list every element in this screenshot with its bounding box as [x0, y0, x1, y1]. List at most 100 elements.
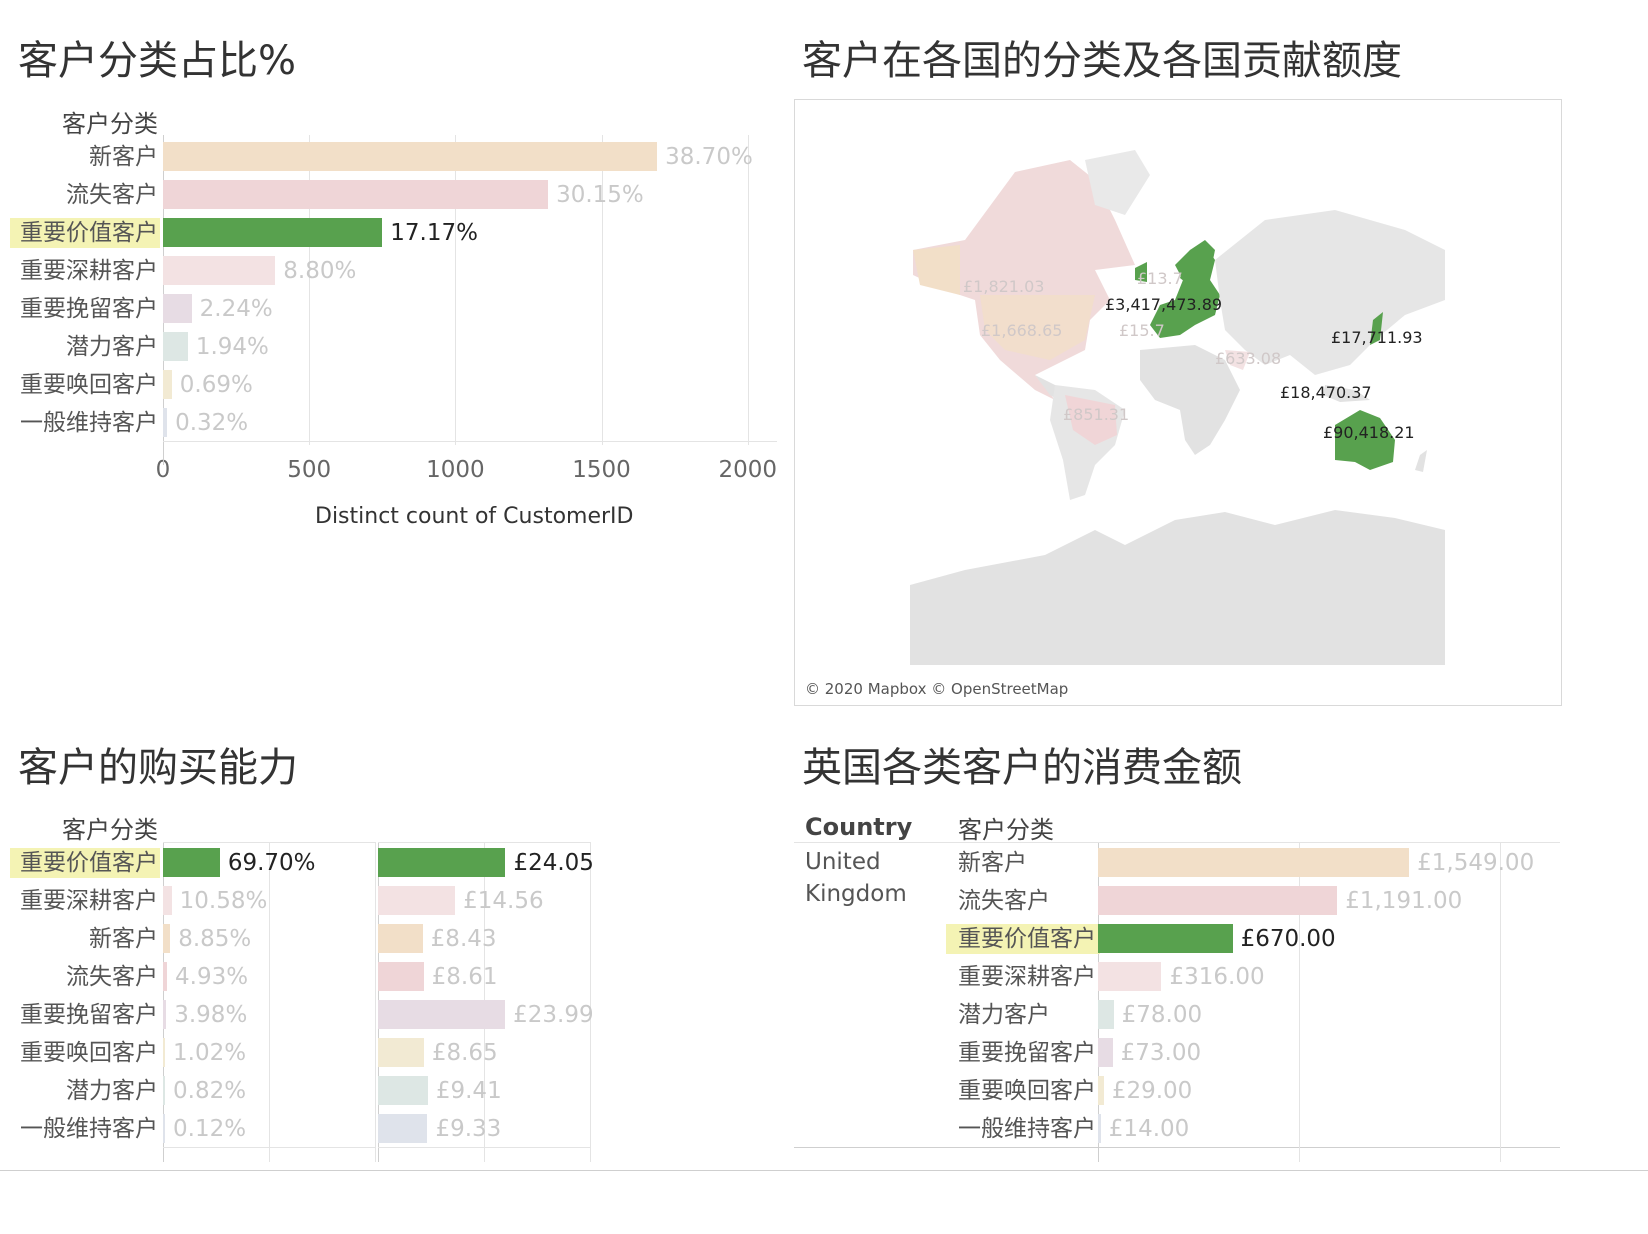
pct-category-label[interactable]: 重要深耕客户: [20, 258, 158, 284]
buy-category-label[interactable]: 重要深耕客户: [20, 888, 158, 914]
buy-bar[interactable]: [378, 962, 424, 991]
map-label-faded-b: £15.7: [1119, 321, 1165, 340]
uk-category-label[interactable]: 重要价值客户: [946, 924, 1100, 954]
uk-category-label[interactable]: 重要挽留客户: [958, 1040, 1096, 1066]
alaska-shape: [913, 245, 960, 295]
buy-value-label: £9.41: [435, 1078, 502, 1104]
uk-bar[interactable]: [1098, 886, 1338, 915]
pct-bar[interactable]: [163, 408, 168, 437]
buy-value-label: 4.93%: [175, 964, 249, 990]
buy-category-label[interactable]: 重要唤回客户: [20, 1040, 158, 1066]
pct-category-label[interactable]: 新客户: [89, 144, 158, 170]
pct-value-label: 0.32%: [175, 410, 249, 436]
pct-x-axis-title: Distinct count of CustomerID: [315, 504, 634, 529]
buy-bar[interactable]: [378, 924, 423, 953]
buy-bar[interactable]: [163, 1076, 165, 1105]
buy-pane-top: [378, 842, 590, 843]
pct-gridline: [601, 135, 603, 445]
map-label-layer: £3,417,473.89 £17,711.93 £18,470.37 £90,…: [963, 269, 1423, 442]
buy-bar[interactable]: [378, 1038, 424, 1067]
buy-value-label: £24.05: [513, 850, 594, 876]
pct-category-label[interactable]: 重要价值客户: [10, 218, 160, 248]
pct-category-label[interactable]: 重要挽留客户: [20, 296, 158, 322]
uk-chart-title: 英国各类客户的消费金额: [802, 745, 1242, 791]
buy-value-label: 0.82%: [173, 1078, 247, 1104]
buy-bar[interactable]: [378, 848, 506, 877]
buy-category-label[interactable]: 重要挽留客户: [20, 1002, 158, 1028]
uk-value-label: £670.00: [1240, 926, 1336, 952]
buy-category-label[interactable]: 一般维持客户: [20, 1116, 158, 1142]
pct-bar[interactable]: [163, 142, 658, 171]
uk-category-label[interactable]: 重要深耕客户: [958, 964, 1096, 990]
pct-tick-label: 500: [287, 457, 332, 483]
uk-bar[interactable]: [1098, 924, 1233, 953]
uk-category-label[interactable]: 潜力客户: [958, 1002, 1050, 1028]
pct-category-label[interactable]: 一般维持客户: [20, 410, 158, 436]
uk-value-label: £316.00: [1169, 964, 1265, 990]
pct-category-label[interactable]: 流失客户: [66, 182, 158, 208]
map-label-faded-a: £13.7: [1137, 269, 1183, 288]
buy-bar[interactable]: [378, 1114, 428, 1143]
buy-value-label: £23.99: [513, 1002, 594, 1028]
buy-bar[interactable]: [163, 848, 220, 877]
uk-bar[interactable]: [1098, 1076, 1104, 1105]
pct-bar[interactable]: [163, 180, 549, 209]
uk-bar[interactable]: [1098, 1000, 1114, 1029]
pct-value-label: 1.94%: [195, 334, 269, 360]
buy-value-label: £14.56: [463, 888, 544, 914]
buy-pane-bottom: [378, 1147, 590, 1148]
uk-category-label[interactable]: 重要唤回客户: [958, 1078, 1096, 1104]
australia-shape: [1335, 410, 1395, 470]
map-label-europe: £3,417,473.89: [1105, 295, 1222, 314]
world-map[interactable]: £3,417,473.89 £17,711.93 £18,470.37 £90,…: [794, 99, 1562, 706]
buy-category-label[interactable]: 新客户: [89, 926, 158, 952]
pct-bar[interactable]: [163, 218, 383, 247]
brazil-shape: [1065, 395, 1117, 445]
buy-chart-title: 客户的购买能力: [18, 745, 298, 791]
pct-category-label[interactable]: 潜力客户: [66, 334, 158, 360]
pct-tick-label: 2000: [718, 457, 778, 483]
buy-bar[interactable]: [378, 1000, 506, 1029]
uk-shape: [1135, 262, 1147, 282]
buy-category-label[interactable]: 重要价值客户: [10, 848, 160, 878]
pct-bar[interactable]: [163, 294, 192, 323]
pct-bar[interactable]: [163, 256, 276, 285]
map-label-australia: £90,418.21: [1323, 423, 1415, 442]
buy-bar[interactable]: [163, 1038, 165, 1067]
map-label-usa: £1,668.65: [981, 321, 1062, 340]
buy-bar[interactable]: [163, 962, 168, 991]
uk-category-label[interactable]: 一般维持客户: [958, 1116, 1096, 1142]
buy-bar[interactable]: [378, 886, 456, 915]
buy-bar[interactable]: [163, 1114, 165, 1143]
uk-value-label: £14.00: [1108, 1116, 1190, 1142]
usa-shape: [980, 295, 1095, 360]
scandinavia-shape: [1180, 240, 1215, 290]
uk-bar[interactable]: [1098, 1038, 1113, 1067]
uk-bottom-line: [794, 1147, 1560, 1148]
pct-value-label: 17.17%: [390, 220, 478, 246]
pct-bar[interactable]: [163, 370, 172, 399]
uk-category-label[interactable]: 流失客户: [958, 888, 1050, 914]
buy-bar[interactable]: [163, 886, 172, 915]
buy-value-label: £9.33: [435, 1116, 502, 1142]
buy-bar[interactable]: [378, 1076, 428, 1105]
buy-bar[interactable]: [163, 924, 171, 953]
uk-bar[interactable]: [1098, 1114, 1101, 1143]
buy-category-label[interactable]: 流失客户: [66, 964, 158, 990]
map-attribution: © 2020 Mapbox © OpenStreetMap: [805, 680, 1069, 698]
se-asia-shape: [1323, 385, 1370, 402]
uk-value-label: £78.00: [1121, 1002, 1203, 1028]
uk-country-value-line1: United: [805, 849, 881, 875]
uk-category-label[interactable]: 新客户: [958, 850, 1027, 876]
buy-value-label: 1.02%: [173, 1040, 247, 1066]
pct-bar[interactable]: [163, 332, 188, 361]
uk-bar[interactable]: [1098, 962, 1162, 991]
pct-value-label: 8.80%: [283, 258, 357, 284]
buy-category-label[interactable]: 潜力客户: [66, 1078, 158, 1104]
buy-value-label: £8.65: [431, 1040, 498, 1066]
arabia-shape: [1225, 350, 1250, 370]
buy-value-label: £8.43: [430, 926, 497, 952]
pct-category-label[interactable]: 重要唤回客户: [20, 372, 158, 398]
buy-bar[interactable]: [163, 1000, 167, 1029]
uk-bar[interactable]: [1098, 848, 1410, 877]
